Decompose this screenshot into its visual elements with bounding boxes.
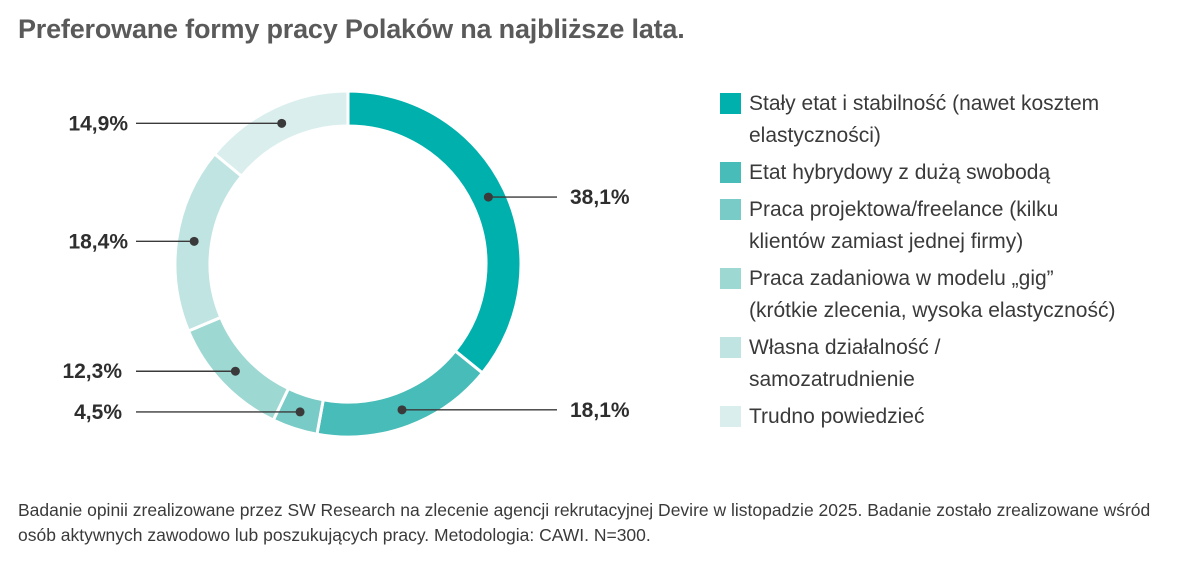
donut-slice (315, 348, 485, 439)
leader-dot (397, 405, 407, 415)
donut-chart: 38,1% 18,1% 4,5% 12,3% 18,4% 14,9% (62, 89, 630, 439)
legend-item: Praca zadaniowa w modelu „gig” (krótkie … (720, 263, 1180, 327)
donut-slice (346, 89, 523, 376)
legend-label: Stały etat i stabilność (nawet kosztem e… (749, 92, 1100, 147)
value-label: 14,9% (68, 112, 128, 135)
legend-label: Trudno powiedzieć (749, 405, 925, 428)
donut-slices (173, 89, 523, 439)
legend-label: Praca zadaniowa w modelu „gig” (krótkie … (749, 267, 1116, 322)
label-leaders (136, 118, 557, 417)
leader-dot (189, 236, 199, 246)
value-label: 38,1% (570, 186, 630, 209)
legend-swatch (720, 199, 741, 220)
legend-swatch (720, 268, 741, 289)
chart-title: Preferowane formy pracy Polaków na najbl… (18, 14, 685, 44)
legend-swatch (720, 337, 741, 358)
leader-dot (295, 407, 305, 417)
value-label: 18,1% (570, 399, 630, 422)
value-label: 4,5% (74, 401, 122, 424)
value-label: 18,4% (68, 230, 128, 253)
donut-slice (212, 89, 350, 179)
legend-swatch (720, 162, 741, 183)
value-label: 12,3% (62, 360, 122, 383)
legend-item: Praca projektowa/freelance (kilku klient… (720, 194, 1180, 258)
legend-swatch (720, 93, 741, 114)
legend-item: Stały etat i stabilność (nawet kosztem e… (720, 88, 1180, 152)
legend-item: Własna działalność / samozatrudnienie (720, 332, 1180, 396)
legend-label: Własna działalność / samozatrudnienie (749, 336, 941, 391)
legend-label: Etat hybrydowy z dużą swobodą (749, 161, 1051, 184)
donut-slice (173, 151, 244, 333)
legend-item: Etat hybrydowy z dużą swobodą (720, 157, 1180, 189)
leader-dot (277, 118, 287, 128)
legend-swatch (720, 406, 741, 427)
leader-dot (483, 192, 493, 202)
leader-dot (230, 366, 240, 376)
value-labels: 38,1% 18,1% 4,5% 12,3% 18,4% 14,9% (62, 112, 629, 424)
chart-legend: Stały etat i stabilność (nawet kosztem e… (720, 88, 1180, 438)
legend-item: Trudno powiedzieć (720, 401, 1180, 433)
legend-label: Praca projektowa/freelance (kilku klient… (749, 198, 1059, 253)
footnote: Badanie opinii zrealizowane przez SW Res… (18, 500, 1151, 545)
